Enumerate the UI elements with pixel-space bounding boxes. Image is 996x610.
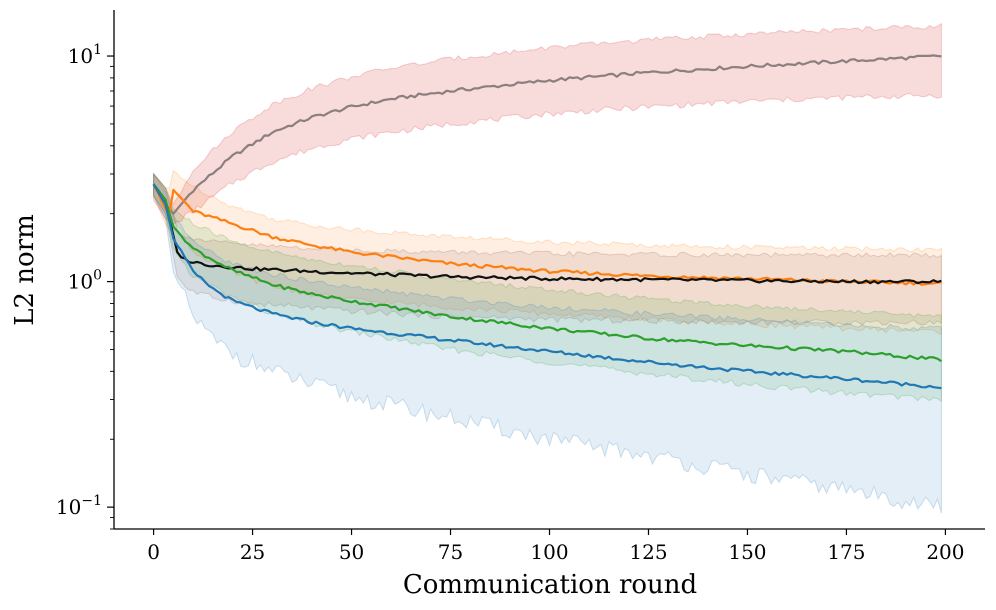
line-gray <box>152 54 942 215</box>
x-tick-label: 75 <box>438 540 463 564</box>
x-axis: 0 25 50 75 100 125 150 175 200 <box>114 528 985 564</box>
lines-layer <box>152 54 942 390</box>
band-black <box>153 172 942 326</box>
band-blue <box>153 172 942 514</box>
band-orange <box>153 169 942 335</box>
x-tick-label: 50 <box>339 540 364 564</box>
x-tick-label: 200 <box>926 540 964 564</box>
bands-layer <box>153 22 942 514</box>
line-orange <box>152 183 942 286</box>
x-tick-label: 125 <box>629 540 667 564</box>
line-blue <box>152 183 942 390</box>
line-green <box>152 183 942 363</box>
x-tick-label: 175 <box>827 540 865 564</box>
x-axis-title: Communication round <box>403 570 697 600</box>
x-tick-label: 150 <box>728 540 766 564</box>
y-tick-label: 10−1 <box>56 493 102 519</box>
x-tick-label: 25 <box>240 540 265 564</box>
x-tick-label: 0 <box>147 540 160 564</box>
y-tick-label: 100 <box>68 268 102 294</box>
y-tick-label: 101 <box>68 42 102 68</box>
line-black <box>152 183 942 285</box>
band-gray <box>153 22 942 225</box>
x-tick-label: 100 <box>530 540 568 564</box>
y-axis: 10−1 100 101 <box>56 10 115 530</box>
y-axis-title: L2 norm <box>10 214 40 326</box>
